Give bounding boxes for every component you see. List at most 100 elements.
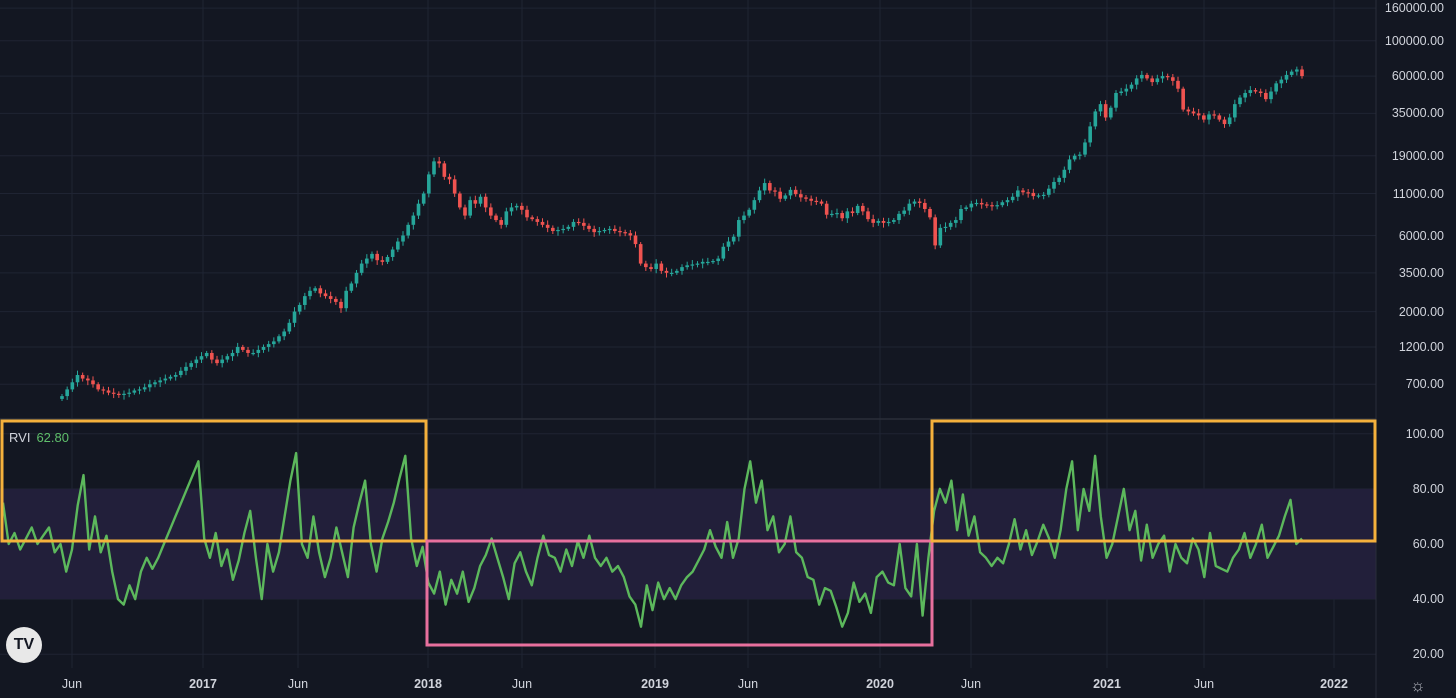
candle-body	[613, 228, 617, 232]
candle-body	[163, 378, 168, 381]
candle-body	[230, 352, 235, 357]
candle-body	[731, 236, 736, 242]
candle-body	[685, 265, 689, 268]
rvi-legend: RVI 62.80	[9, 430, 69, 445]
candle-body	[1196, 113, 1201, 116]
candle-body	[256, 349, 261, 353]
candle-body	[711, 261, 715, 263]
candle-body	[928, 208, 932, 218]
candle-body	[649, 267, 653, 269]
rvi-legend-name: RVI	[9, 430, 31, 445]
candle-body	[897, 213, 901, 221]
candle-body	[597, 231, 602, 233]
candle-body	[618, 231, 622, 233]
candle-body	[752, 200, 757, 210]
candle-body	[1176, 80, 1180, 89]
annotation-box-high-2017	[0, 419, 428, 543]
candle-body	[964, 207, 968, 209]
candle-body	[1171, 77, 1175, 81]
candle-body	[768, 183, 772, 191]
candle-body	[359, 263, 364, 273]
candle-body	[1269, 91, 1273, 100]
candle-body	[1222, 119, 1227, 125]
candle-body	[1253, 90, 1258, 92]
candle-body	[669, 272, 674, 275]
candle-body	[1134, 78, 1139, 85]
candle-body	[659, 263, 664, 271]
candle-body	[757, 190, 762, 201]
candle-body	[892, 220, 896, 222]
candle-body	[773, 190, 777, 192]
candle-body	[514, 205, 519, 208]
candle-body	[452, 179, 457, 194]
candle-body	[1295, 69, 1299, 72]
candle-body	[251, 352, 255, 355]
candle-body	[1274, 83, 1278, 92]
price-tick-label: 2000.00	[1398, 304, 1444, 319]
candle-body	[1067, 159, 1072, 170]
candle-body	[809, 198, 813, 201]
candle-body	[215, 359, 219, 364]
tradingview-logo-icon[interactable]: TV	[6, 627, 42, 663]
candle-body	[179, 370, 183, 376]
candle-body	[1000, 202, 1005, 206]
candle-body	[995, 205, 999, 207]
candle-body	[783, 195, 788, 199]
candle-body	[1057, 177, 1061, 182]
price-tick-label: 11000.00	[1392, 186, 1444, 201]
price-tick-label: 100000.00	[1384, 33, 1444, 48]
candle-body	[638, 244, 643, 264]
candle-body	[148, 384, 152, 388]
rvi-legend-value: 62.80	[36, 430, 69, 445]
candle-body	[778, 191, 782, 199]
candle-body	[551, 227, 555, 232]
candle-body	[948, 222, 953, 227]
candle-body	[101, 389, 106, 391]
candle-body	[1284, 74, 1289, 80]
candle-body	[499, 220, 503, 225]
rvi-band	[0, 488, 1376, 600]
candle-body	[297, 304, 302, 312]
candle-body	[556, 229, 560, 232]
candle-body	[1202, 115, 1206, 120]
candle-body	[680, 267, 684, 271]
candle-body	[235, 346, 240, 353]
candle-body	[458, 193, 462, 208]
candle-body	[483, 196, 488, 208]
candle-body	[943, 226, 948, 229]
time-tick-label: 2019	[641, 677, 669, 691]
candle-body	[582, 222, 586, 226]
candle-body	[912, 201, 917, 204]
candle-body	[1021, 190, 1025, 193]
candle-body	[845, 211, 850, 219]
time-tick-label: Jun	[737, 677, 759, 691]
candle-body	[401, 235, 405, 242]
candle-body	[902, 210, 906, 214]
candle-body	[86, 378, 90, 381]
candle-body	[881, 220, 886, 223]
candle-body	[695, 263, 700, 265]
candle-body	[587, 225, 591, 229]
candle-body	[571, 221, 576, 227]
candle-body	[303, 296, 307, 305]
candle-body	[427, 174, 431, 194]
candle-body	[979, 202, 984, 205]
candle-body	[855, 205, 860, 214]
candle-body	[339, 301, 343, 309]
candle-body	[721, 246, 726, 259]
candle-body	[1258, 91, 1263, 93]
candle-body	[675, 270, 679, 273]
candle-body	[1227, 117, 1232, 125]
settings-sun-icon[interactable]: ☼	[1410, 676, 1426, 695]
rvi-tick-label: 80.00	[1412, 481, 1444, 496]
candle-body	[530, 217, 534, 220]
candle-body	[344, 290, 348, 309]
candle-body	[1124, 88, 1129, 92]
candle-body	[287, 322, 292, 332]
candle-body	[189, 363, 193, 367]
candle-body	[545, 224, 550, 228]
candle-body	[664, 270, 669, 273]
price-tick-label: 160000.00	[1384, 1, 1444, 16]
candle-body	[204, 352, 209, 357]
